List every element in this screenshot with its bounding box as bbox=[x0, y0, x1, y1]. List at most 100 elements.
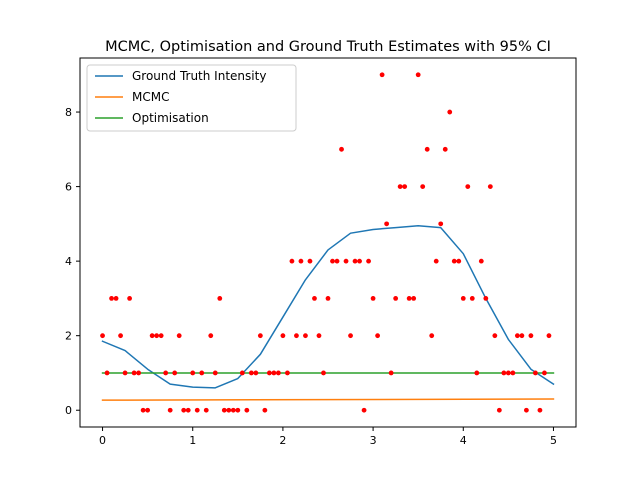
data-point-7 bbox=[131, 370, 137, 376]
data-point-91 bbox=[510, 370, 516, 376]
legend: Ground Truth Intensity MCMC Optimisation bbox=[86, 64, 297, 132]
data-point-65 bbox=[393, 296, 399, 301]
data-point-4 bbox=[118, 333, 123, 339]
data-point-23 bbox=[203, 407, 209, 413]
data-point-24 bbox=[208, 333, 214, 339]
x-tick-label-4: 4 bbox=[460, 434, 467, 447]
data-point-19 bbox=[185, 407, 191, 413]
data-point-5 bbox=[122, 370, 128, 376]
plot-area: 0 1 2 3 4 5 0 2 4 6 8 bbox=[65, 57, 577, 447]
data-point-78 bbox=[451, 258, 457, 264]
data-point-64 bbox=[388, 370, 394, 376]
data-point-89 bbox=[501, 370, 507, 376]
x-tick-label-1: 1 bbox=[189, 434, 196, 447]
data-point-63 bbox=[384, 221, 390, 227]
data-point-51 bbox=[330, 258, 335, 264]
data-point-67 bbox=[402, 184, 408, 189]
data-point-87 bbox=[492, 333, 498, 339]
data-point-59 bbox=[366, 258, 371, 264]
data-point-9 bbox=[140, 407, 146, 413]
data-point-73 bbox=[429, 333, 435, 339]
data-point-88 bbox=[496, 407, 502, 413]
data-point-84 bbox=[478, 258, 484, 264]
data-point-77 bbox=[447, 109, 453, 115]
data-point-92 bbox=[514, 333, 520, 339]
data-point-44 bbox=[298, 258, 304, 264]
data-point-60 bbox=[370, 296, 376, 301]
data-point-72 bbox=[424, 146, 430, 152]
data-point-99 bbox=[546, 333, 552, 339]
y-tick-label-2: 4 bbox=[65, 255, 72, 268]
data-point-75 bbox=[438, 221, 444, 227]
data-point-42 bbox=[289, 258, 295, 264]
data-point-47 bbox=[312, 296, 317, 301]
data-point-3 bbox=[113, 296, 119, 301]
data-point-8 bbox=[136, 370, 142, 376]
data-point-48 bbox=[316, 333, 322, 339]
data-point-30 bbox=[235, 407, 241, 413]
x-tick-label-0: 0 bbox=[99, 434, 106, 447]
data-point-81 bbox=[465, 184, 471, 189]
data-point-96 bbox=[533, 370, 538, 376]
data-point-93 bbox=[519, 333, 525, 339]
data-point-86 bbox=[487, 184, 493, 189]
y-tick-label-1: 2 bbox=[65, 330, 72, 343]
data-point-32 bbox=[244, 407, 250, 413]
data-point-54 bbox=[343, 258, 349, 264]
data-point-0 bbox=[100, 333, 105, 339]
axes-frame bbox=[79, 57, 577, 428]
data-point-57 bbox=[357, 258, 362, 264]
data-point-66 bbox=[397, 184, 403, 189]
data-point-46 bbox=[307, 258, 313, 264]
data-point-34 bbox=[253, 370, 259, 376]
data-point-22 bbox=[199, 370, 205, 376]
data-point-98 bbox=[542, 370, 547, 376]
data-point-20 bbox=[190, 370, 196, 376]
data-point-31 bbox=[239, 370, 245, 376]
data-point-53 bbox=[339, 146, 344, 152]
data-point-80 bbox=[460, 296, 466, 301]
data-point-12 bbox=[154, 333, 160, 339]
data-point-79 bbox=[456, 258, 462, 264]
data-point-94 bbox=[524, 407, 529, 413]
data-point-14 bbox=[163, 370, 169, 376]
data-point-27 bbox=[221, 407, 227, 413]
data-point-38 bbox=[271, 370, 277, 376]
x-tick-label-5: 5 bbox=[550, 434, 557, 447]
data-point-2 bbox=[109, 296, 114, 301]
y-tick-label-3: 6 bbox=[65, 181, 72, 194]
data-point-58 bbox=[361, 407, 367, 413]
data-point-70 bbox=[415, 72, 421, 78]
data-point-69 bbox=[411, 296, 417, 301]
data-point-11 bbox=[149, 333, 155, 339]
data-point-17 bbox=[176, 333, 182, 339]
data-point-43 bbox=[294, 333, 299, 339]
data-point-35 bbox=[257, 333, 263, 339]
data-point-25 bbox=[212, 370, 218, 376]
data-point-68 bbox=[406, 296, 412, 301]
data-point-36 bbox=[262, 407, 268, 413]
data-point-90 bbox=[505, 370, 511, 376]
data-point-39 bbox=[276, 370, 281, 376]
data-point-85 bbox=[483, 296, 489, 301]
series-line-1 bbox=[101, 398, 555, 401]
data-point-33 bbox=[248, 370, 254, 376]
data-point-55 bbox=[348, 333, 353, 339]
data-point-37 bbox=[266, 370, 272, 376]
data-point-61 bbox=[375, 333, 380, 339]
data-point-49 bbox=[321, 370, 326, 376]
data-point-16 bbox=[172, 370, 178, 376]
data-point-15 bbox=[167, 407, 173, 413]
data-point-95 bbox=[528, 333, 534, 339]
data-point-50 bbox=[325, 296, 331, 301]
data-point-13 bbox=[158, 333, 164, 339]
data-point-41 bbox=[285, 370, 290, 376]
data-point-74 bbox=[433, 258, 439, 264]
y-tick-label-4: 8 bbox=[65, 106, 72, 119]
data-point-71 bbox=[420, 184, 426, 189]
data-point-1 bbox=[104, 370, 110, 376]
data-point-56 bbox=[352, 258, 358, 264]
chart-title: MCMC, Optimisation and Ground Truth Esti… bbox=[105, 39, 551, 55]
